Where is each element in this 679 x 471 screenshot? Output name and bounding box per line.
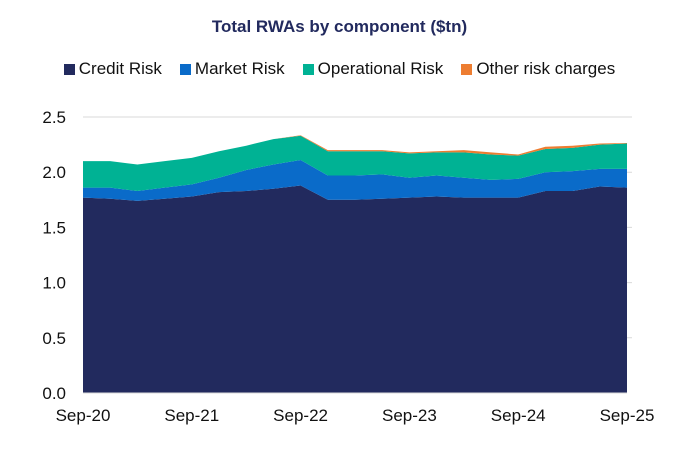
x-tick-label: Sep-25 — [600, 406, 655, 425]
y-tick-label: 1.0 — [42, 274, 66, 293]
x-tick-label: Sep-24 — [491, 406, 546, 425]
legend-swatch — [63, 63, 75, 75]
legend-item-credit-risk: Credit Risk — [63, 59, 162, 79]
area-credit-risk — [83, 185, 627, 393]
area-market-risk — [83, 160, 627, 201]
x-tick-label: Sep-20 — [56, 406, 111, 425]
chart-title: Total RWAs by component ($tn) — [211, 17, 468, 36]
legend-item-operational-risk: Operational Risk — [302, 59, 444, 79]
y-tick-label: 0.5 — [42, 329, 66, 348]
y-tick-label: 0.0 — [42, 384, 66, 403]
area-operational-risk — [83, 135, 627, 191]
legend-swatch — [179, 63, 191, 75]
y-tick-label: 1.5 — [42, 218, 66, 237]
y-tick-label: 2.0 — [42, 163, 66, 182]
legend-label: Market Risk — [194, 59, 285, 78]
x-tick-label: Sep-21 — [164, 406, 219, 425]
y-tick-label: 2.5 — [42, 108, 66, 127]
legend-item-market-risk: Market Risk — [179, 59, 285, 79]
legend-label: Credit Risk — [78, 59, 162, 78]
legend-label: Other risk charges — [476, 59, 616, 78]
x-tick-label: Sep-22 — [273, 406, 328, 425]
legend-swatch — [461, 63, 473, 75]
legend-item-other-risk-charges: Other risk charges — [461, 59, 615, 79]
legend-swatch — [302, 63, 314, 75]
x-tick-label: Sep-23 — [382, 406, 437, 425]
legend-label: Operational Risk — [317, 59, 444, 78]
legend: Credit Risk Market Risk Operational Risk… — [0, 59, 679, 79]
